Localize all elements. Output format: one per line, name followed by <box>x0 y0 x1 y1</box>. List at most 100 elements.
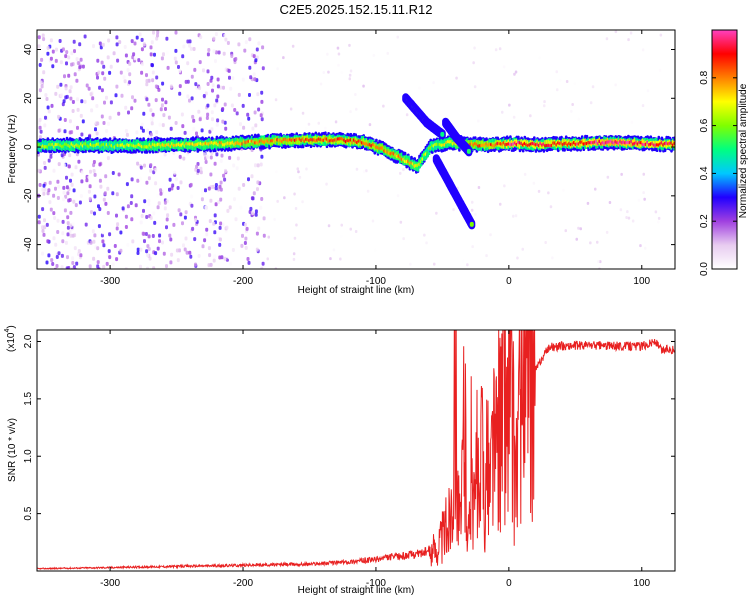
noise-cell <box>199 170 203 175</box>
colorbar: 0.0 0.2 0.4 0.6 0.8 Normalized spectral ampl… <box>699 29 749 276</box>
noise-cell <box>91 96 95 101</box>
noise-cell <box>62 163 66 168</box>
noise-cell <box>248 93 251 97</box>
noise-cell <box>54 91 58 96</box>
noise-cell <box>92 44 95 49</box>
noise-cell <box>266 257 269 261</box>
noise-cell <box>178 154 182 159</box>
noise-cell <box>46 51 50 56</box>
snr-y-multiplier-exp: 4 <box>4 329 11 333</box>
noise-cell <box>223 33 227 38</box>
noise-cell <box>66 215 70 220</box>
noise-cell <box>247 260 251 265</box>
noise-cell <box>551 256 554 260</box>
branch-cell <box>440 131 445 137</box>
noise-cell <box>276 67 279 71</box>
noise-cell <box>65 185 69 190</box>
noise-cell <box>362 170 366 174</box>
noise-cell <box>201 244 205 249</box>
noise-cell <box>65 61 68 66</box>
colorbar-label: Normalized spectral amplitude <box>738 83 749 218</box>
noise-cell <box>322 71 325 74</box>
noise-cell <box>348 43 351 47</box>
noise-cell <box>64 95 68 100</box>
noise-cell <box>399 171 402 175</box>
noise-cell <box>140 70 144 75</box>
noise-cell <box>197 254 201 258</box>
noise-cell <box>50 258 54 263</box>
noise-cell <box>145 249 149 254</box>
noise-cell <box>470 208 474 212</box>
noise-cell <box>93 194 97 199</box>
noise-cell <box>232 163 236 168</box>
noise-cell <box>215 98 219 103</box>
noise-cell <box>114 93 118 98</box>
noise-cell <box>247 116 251 121</box>
noise-cell <box>51 262 55 266</box>
noise-cell <box>255 247 259 252</box>
noise-cell <box>329 257 332 261</box>
noise-cell <box>115 213 118 218</box>
noise-cell <box>101 269 104 273</box>
noise-cell <box>71 100 75 104</box>
noise-cell <box>168 233 172 238</box>
noise-cell <box>514 70 518 74</box>
noise-cell <box>155 36 159 41</box>
noise-cell <box>226 41 230 45</box>
noise-cell <box>108 115 112 120</box>
noise-cell <box>256 180 260 185</box>
noise-cell <box>149 108 153 113</box>
noise-cell <box>101 71 105 76</box>
noise-cell <box>218 242 222 247</box>
noise-cell <box>257 107 261 112</box>
noise-cell <box>538 56 541 60</box>
x-tick-label: 0 <box>506 578 512 589</box>
noise-cell <box>208 219 212 224</box>
noise-cell <box>325 182 328 186</box>
noise-cell <box>570 109 573 113</box>
noise-cell <box>68 119 72 124</box>
noise-cell <box>38 183 42 187</box>
noise-cell <box>52 236 56 241</box>
noise-cell <box>59 82 63 87</box>
x-tick-label: -300 <box>100 276 120 287</box>
noise-cell <box>37 35 41 40</box>
noise-cell <box>237 186 241 191</box>
noise-cell <box>61 219 65 224</box>
noise-cell <box>254 58 258 63</box>
noise-cell <box>57 114 61 119</box>
noise-cell <box>676 32 679 35</box>
spectrogram-x-ticks: -300 -200 -100 0 100 <box>100 30 651 287</box>
noise-cell <box>529 114 532 118</box>
noise-cell <box>111 262 115 267</box>
noise-cell <box>68 153 72 158</box>
noise-cell <box>136 161 140 166</box>
noise-cell <box>223 177 227 182</box>
noise-cell <box>136 251 140 255</box>
noise-cell <box>84 222 88 227</box>
noise-cell <box>657 216 661 220</box>
noise-cell <box>117 111 121 116</box>
noise-cell <box>158 122 162 127</box>
noise-cell <box>234 217 238 222</box>
noise-cell <box>455 76 458 80</box>
colorbar-scale <box>711 29 738 270</box>
x-tick-label: 100 <box>633 578 650 589</box>
noise-cell <box>349 227 352 231</box>
noise-cell <box>100 88 104 93</box>
noise-cell <box>41 251 44 256</box>
noise-cell <box>39 80 43 85</box>
noise-cell <box>247 177 250 182</box>
noise-cell <box>79 113 83 118</box>
noise-cell <box>49 38 53 43</box>
colorbar-tick-label: 0.8 <box>699 70 710 84</box>
snr-frame <box>36 329 676 572</box>
noise-cell <box>190 74 194 79</box>
noise-cell <box>260 197 264 201</box>
noise-cell <box>273 217 276 221</box>
noise-cell <box>96 58 100 63</box>
noise-cell <box>57 184 61 189</box>
noise-cell <box>122 75 126 80</box>
noise-cell <box>73 49 76 54</box>
noise-cell <box>239 122 242 127</box>
